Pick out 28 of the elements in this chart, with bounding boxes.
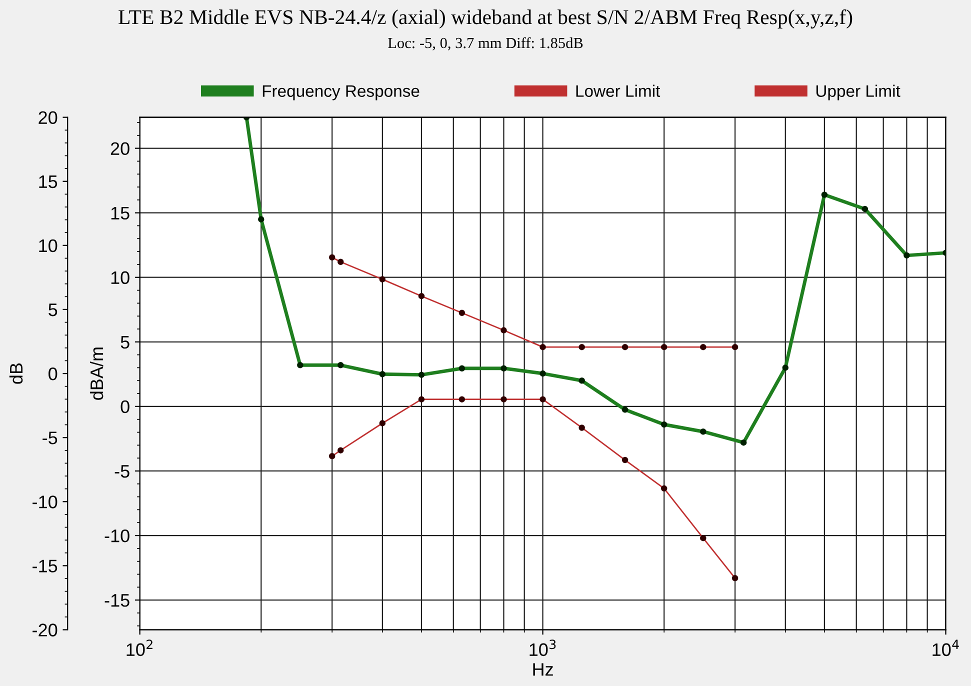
y2-tick-label: 0	[48, 367, 58, 380]
y2-tick-label: 15	[39, 175, 58, 188]
y2-tick-label: 5	[48, 304, 58, 316]
y2-tick-label: -10	[32, 496, 58, 508]
y-tick-label: -5	[114, 465, 130, 478]
legend-label: Lower Limit	[576, 84, 660, 97]
chart-title: LTE B2 Middle EVS NB-24.4/z (axial) wideband at best S/N 2/ABM Freq Resp(x,y,z,f)	[118, 9, 852, 29]
y-tick-label: 0	[120, 400, 130, 414]
x-tick-label: 10$^{2}$	[126, 640, 152, 656]
y2-tick-label: 10	[39, 239, 58, 252]
y2-tick-label: 20	[38, 111, 58, 124]
legend-label: Upper Limit	[816, 84, 900, 100]
y2-tick-label: -15	[32, 560, 58, 572]
y-tick-label: 15	[111, 206, 130, 220]
y-axis-title: dBA/m	[90, 348, 104, 400]
y-tick-label: -10	[104, 529, 130, 542]
y-tick-label: -15	[104, 594, 130, 607]
x-tick-label: 10$^{3}$	[530, 640, 556, 656]
y2-axis-title: dB	[9, 363, 23, 384]
y-tick-label: 20	[110, 142, 130, 156]
y-tick-label: 5	[120, 336, 130, 349]
legend-label: Frequency Response	[262, 85, 420, 100]
chart-subtitle: Loc: -5, 0, 3.7 mm Diff: 1.85dB	[388, 37, 583, 50]
x-tick-label: 10$^{4}$	[932, 640, 959, 656]
y2-tick-label: -20	[32, 624, 58, 636]
y2-tick-label: -5	[42, 432, 58, 444]
y-tick-label: 10	[111, 271, 130, 284]
x-axis-title: Hz	[533, 663, 553, 676]
